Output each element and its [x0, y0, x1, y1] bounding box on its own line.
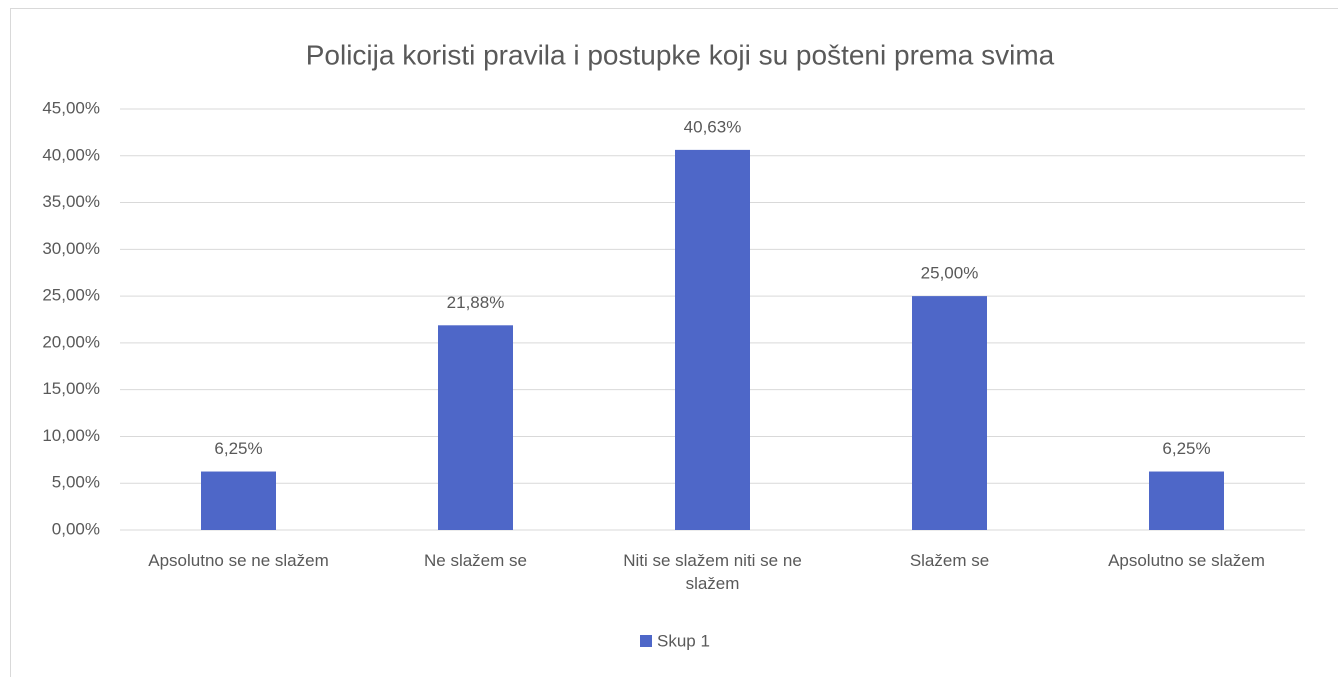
y-tick-label: 10,00% [42, 426, 100, 445]
y-tick-label: 30,00% [42, 239, 100, 258]
bar [201, 471, 276, 530]
data-label: 25,00% [921, 264, 979, 283]
bar [912, 296, 987, 530]
y-tick-label: 35,00% [42, 192, 100, 211]
x-tick-label: Ne slažem se [424, 551, 527, 570]
chart-border [10, 8, 1338, 677]
y-tick-label: 45,00% [42, 98, 100, 117]
y-tick-label: 40,00% [42, 145, 100, 164]
x-tick-label: Apsolutno se slažem [1108, 551, 1265, 570]
x-tick-label: Slažem se [909, 551, 990, 570]
x-tick-label: Niti se slažem niti se ne slažem [623, 551, 802, 593]
y-tick-label: 25,00% [42, 286, 100, 305]
bar [1149, 471, 1224, 530]
data-label: 6,25% [214, 439, 262, 458]
legend-swatch [640, 635, 652, 647]
x-tick-label: Apsolutno se ne slažem [148, 551, 329, 570]
y-tick-label: 20,00% [42, 332, 100, 351]
data-label: 40,63% [684, 117, 742, 136]
bar [438, 325, 513, 530]
bar [675, 149, 750, 530]
data-label: 6,25% [1162, 439, 1210, 458]
y-tick-label: 5,00% [52, 473, 100, 492]
y-tick-label: 0,00% [52, 519, 100, 538]
data-label: 21,88% [447, 293, 505, 312]
chart-title: Policija koristi pravila i postupke koji… [306, 39, 1055, 70]
legend-label: Skup 1 [657, 631, 710, 650]
y-tick-label: 15,00% [42, 379, 100, 398]
